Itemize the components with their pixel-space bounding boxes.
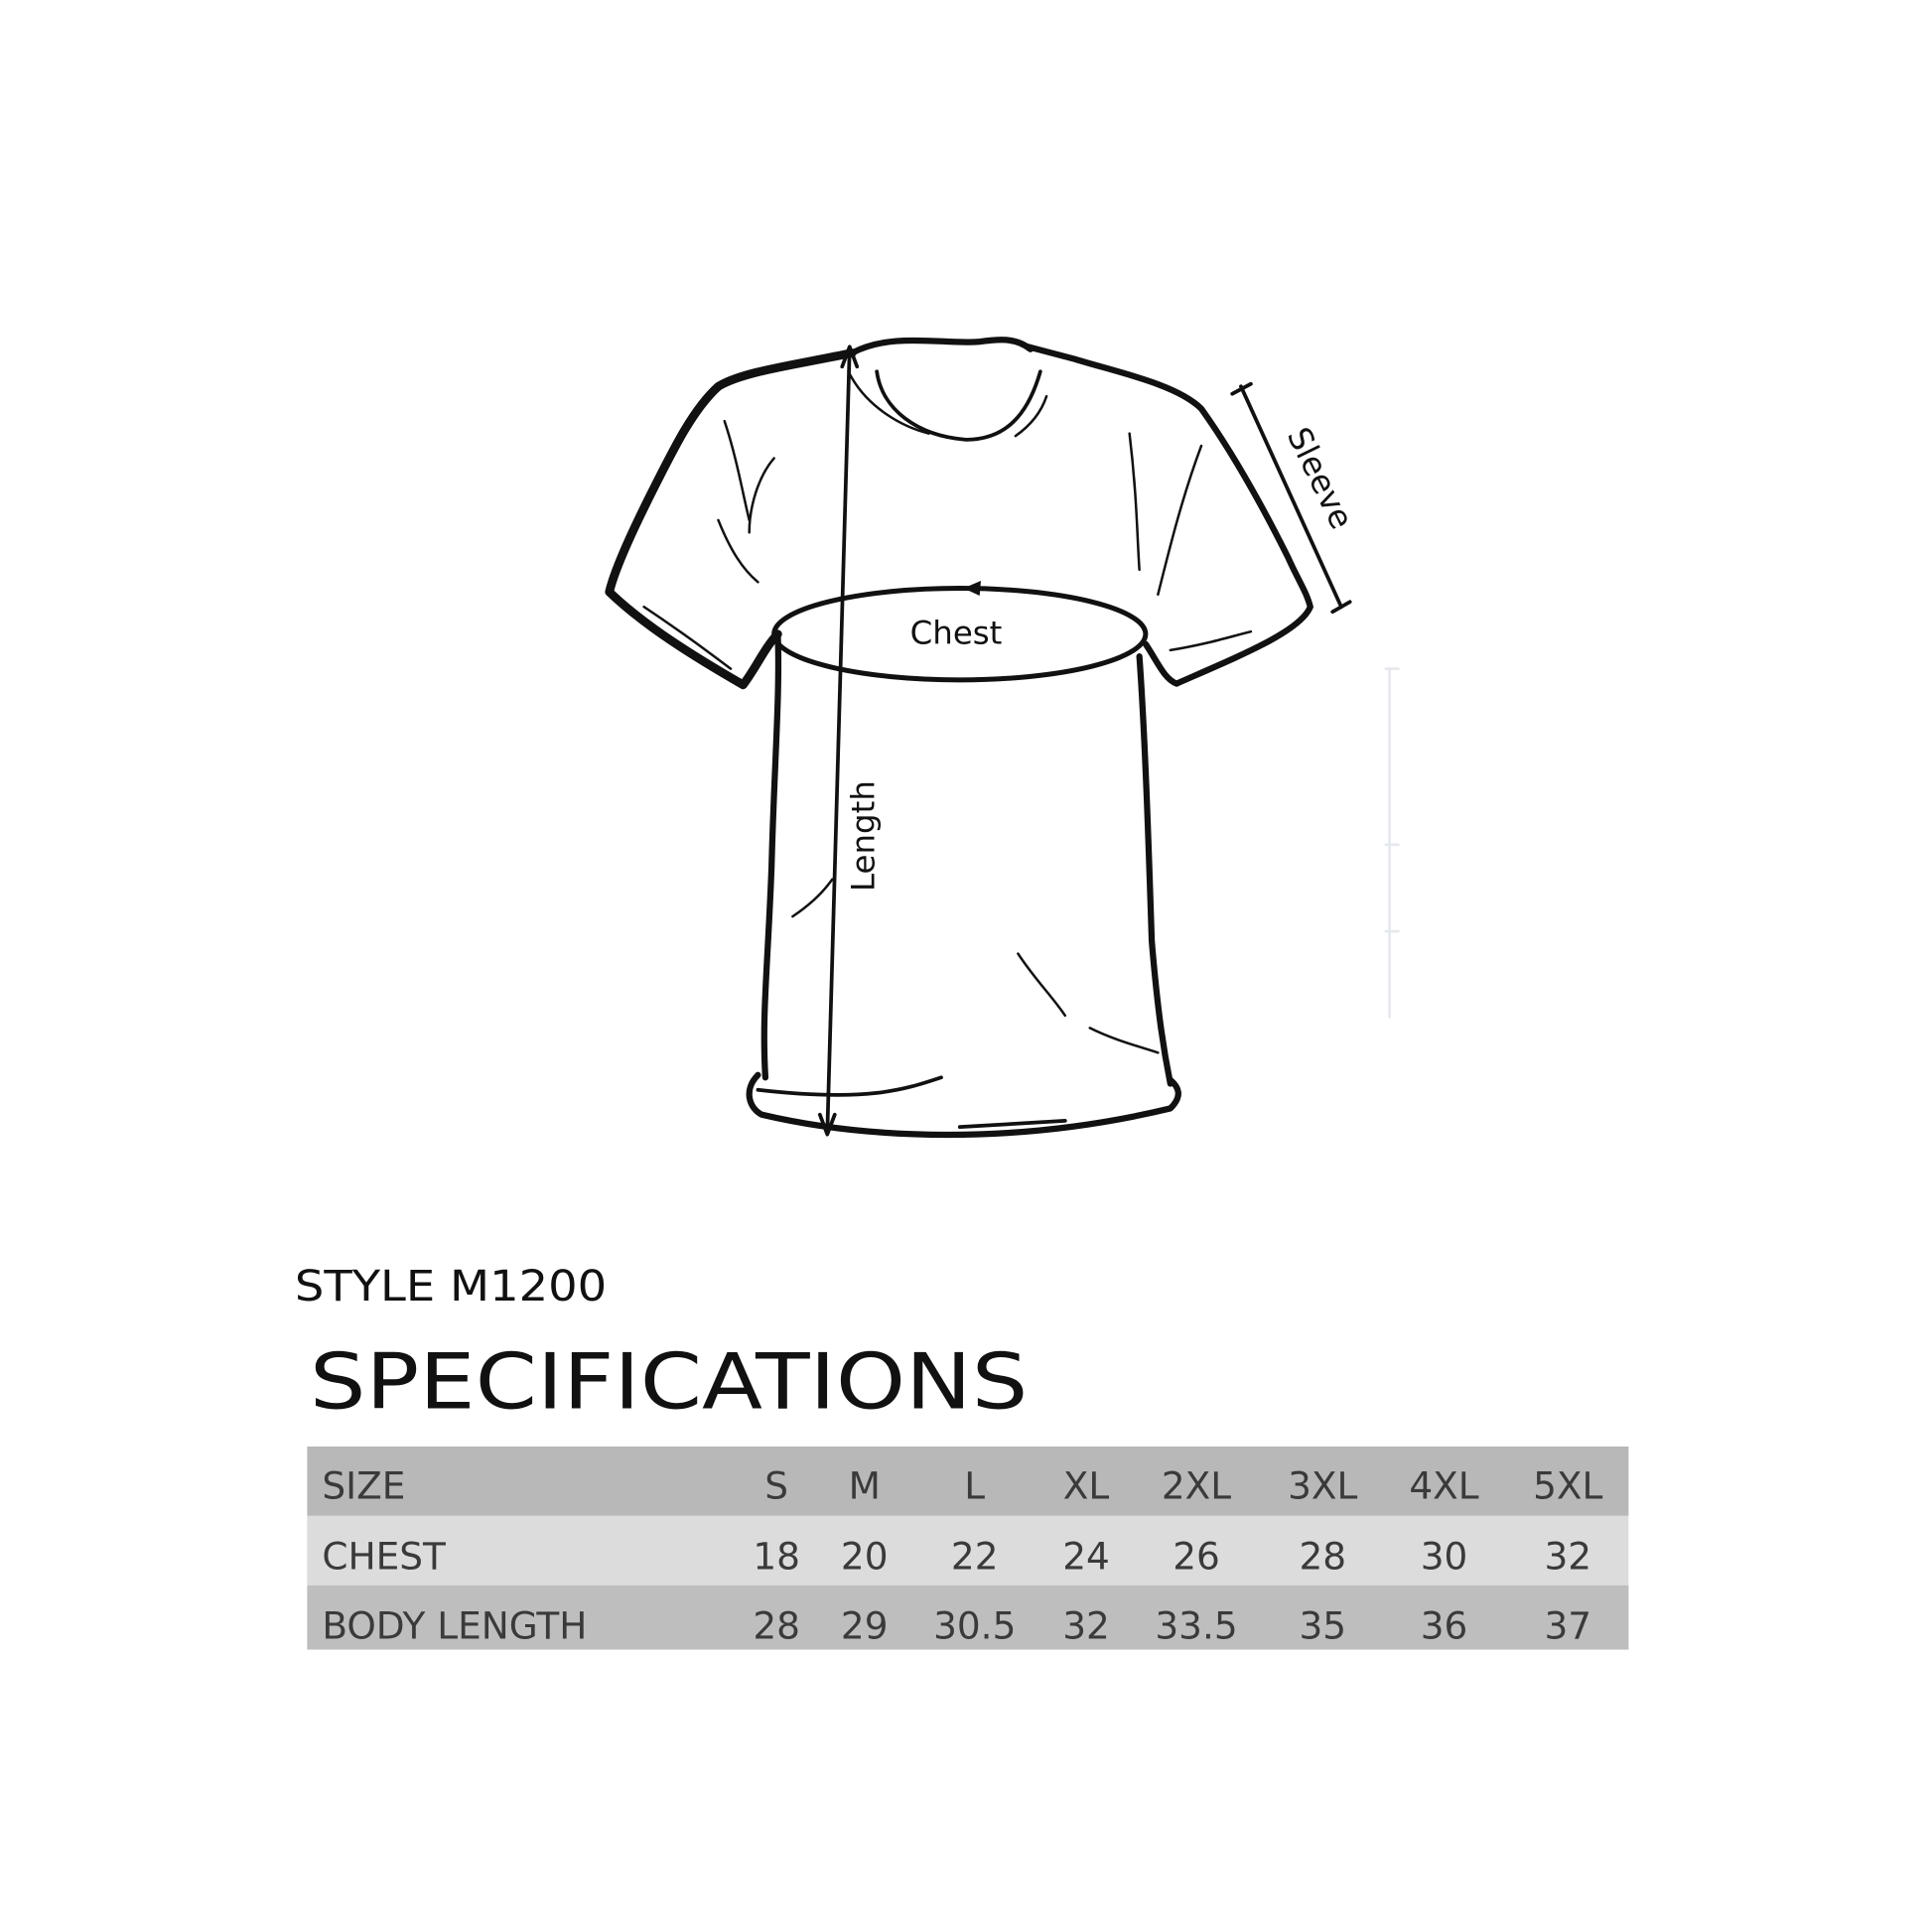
shirt-hem [746, 1071, 1181, 1139]
body-length-row [307, 1585, 1629, 1650]
chest-cell: 28 [1299, 1535, 1346, 1579]
chest-label: Chest [910, 615, 1003, 652]
shirt-right-side [1136, 653, 1173, 1087]
size-cell: M [849, 1463, 881, 1507]
sleeve-arrow-icons [1230, 381, 1352, 615]
size-cell: L [964, 1463, 985, 1507]
shirt-neckline-inner [847, 369, 1048, 438]
body-length-cell: 36 [1421, 1603, 1468, 1647]
length-measure-line [825, 346, 852, 1136]
length-arrow-top-icon [840, 345, 860, 369]
shirt-right-outline [1025, 344, 1313, 687]
chest-cell: 24 [1062, 1535, 1110, 1579]
body-length-cell: 33.5 [1155, 1603, 1237, 1647]
chest-arrow-icon [963, 581, 981, 597]
body-length-cell: 30.5 [933, 1603, 1016, 1647]
body-length-cell: 35 [1299, 1603, 1346, 1647]
background-artifact-lines [1384, 667, 1400, 1019]
body-length-cell: 29 [841, 1603, 889, 1647]
chest-cell: 30 [1421, 1535, 1468, 1579]
chest-label-cell: CHEST [322, 1535, 446, 1579]
chest-cell: 18 [753, 1535, 800, 1579]
shirt-collar [849, 337, 1034, 356]
size-cell: S [764, 1463, 788, 1507]
length-label: Length [845, 780, 883, 892]
size-cell: 5XL [1533, 1463, 1602, 1507]
body-length-cell: 28 [753, 1603, 800, 1647]
body-length-cell: 32 [1062, 1603, 1110, 1647]
tshirt-diagram [605, 337, 1352, 1139]
shirt-hem-inner [756, 1075, 1067, 1130]
chest-row [307, 1515, 1629, 1586]
size-cell: 4XL [1409, 1463, 1478, 1507]
sleeve-measure-line [1239, 384, 1343, 610]
length-arrow-bottom-icon [817, 1112, 837, 1137]
chest-measure-ellipse [771, 586, 1149, 683]
size-cell: XL [1063, 1463, 1110, 1507]
shirt-neckline [875, 369, 1042, 442]
chest-cell: 22 [951, 1535, 999, 1579]
style-label: STYLE M1200 [295, 1263, 607, 1311]
specifications-title: SPECIFICATIONS [310, 1337, 1029, 1427]
size-cell: 3XL [1288, 1463, 1357, 1507]
shirt-folds [642, 419, 1253, 1054]
spec-table: SIZE CHEST BODY LENGTH S M L XL 2XL 3XL 4XL 5XL… [307, 1447, 1629, 1650]
chest-cell: 26 [1173, 1535, 1220, 1579]
size-cell: 2XL [1162, 1463, 1231, 1507]
sleeve-label: Sleeve [1280, 422, 1361, 535]
shirt-left-outline [605, 348, 857, 690]
chest-cell: 20 [841, 1535, 889, 1579]
chest-cell: 32 [1544, 1535, 1591, 1579]
shirt-left-side [760, 630, 782, 1081]
body-length-cell: 37 [1544, 1603, 1591, 1647]
header-row [307, 1447, 1629, 1516]
header-label: SIZE [322, 1463, 405, 1507]
body-length-label-cell: BODY LENGTH [322, 1603, 587, 1647]
